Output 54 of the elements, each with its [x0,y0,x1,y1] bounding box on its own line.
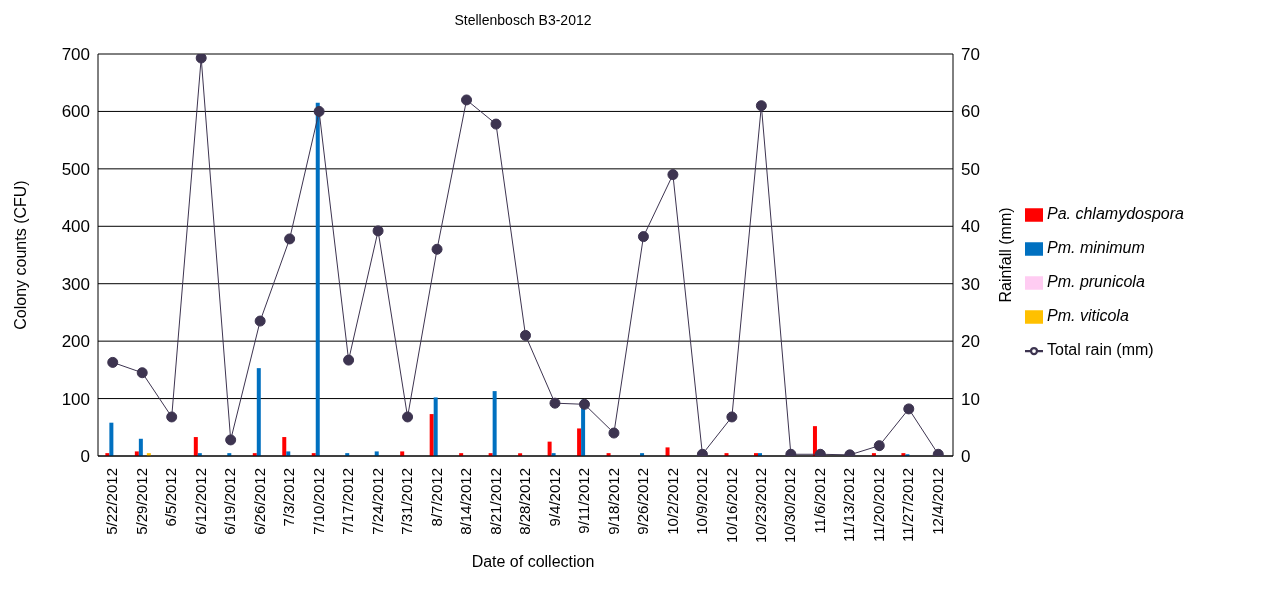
x-tick-label: 7/17/2012 [339,468,357,535]
x-tick-label: 10/2/2012 [663,468,681,535]
y2-tick-label: 70 [961,45,980,65]
y-tick-label: 700 [61,45,90,65]
y2-tick-label: 40 [961,217,980,237]
x-tick-label: 6/12/2012 [191,468,209,535]
x-tick-label: 11/27/2012 [899,468,917,542]
y-axis-title: Colony counts (CFU) [11,180,29,330]
legend-label: Pm. viticola [1047,307,1129,324]
chart-title: Stellenbosch B3-2012 [453,12,593,28]
x-tick-label: 10/23/2012 [752,468,770,544]
y-tick-label: 500 [61,159,90,179]
x-tick-label: 5/29/2012 [132,468,150,535]
y-tick-label: 200 [61,332,90,352]
x-tick-label: 6/26/2012 [250,468,268,535]
x-tick-label: 12/4/2012 [928,468,946,535]
legend-label: Total rain (mm) [1047,341,1154,358]
legend-label: Pm. prunicola [1047,273,1145,290]
y2-tick-label: 20 [961,332,980,352]
y2-tick-label: 50 [961,159,980,179]
x-tick-label: 10/9/2012 [693,468,711,535]
x-tick-label: 6/19/2012 [221,468,239,535]
x-tick-label: 11/20/2012 [869,468,887,542]
y-tick-label: 400 [61,217,90,237]
x-tick-label: 10/30/2012 [781,468,799,544]
x-tick-label: 7/3/2012 [280,468,298,527]
x-tick-label: 9/26/2012 [634,468,652,535]
x-tick-label: 8/28/2012 [516,468,534,535]
x-tick-label: 7/31/2012 [398,468,416,535]
x-tick-label: 6/5/2012 [162,468,180,527]
y2-axis-title: Rainfall (mm) [996,207,1014,303]
x-tick-label: 9/18/2012 [604,468,622,535]
x-tick-label: 8/7/2012 [427,468,445,527]
y2-tick-label: 30 [961,274,980,294]
x-axis-title: Date of collection [470,553,596,571]
legend-label: Pa. chlamydospora [1047,205,1184,222]
x-tick-label: 10/16/2012 [722,468,740,544]
legend-label: Pm. minimum [1047,239,1145,256]
y-tick-label: 300 [61,274,90,294]
x-tick-label: 8/21/2012 [486,468,504,535]
y-tick-label: 100 [61,389,90,409]
x-tick-label: 7/10/2012 [309,468,327,535]
x-tick-label: 11/6/2012 [810,468,828,534]
x-tick-label: 9/11/2012 [575,468,593,534]
y2-tick-label: 0 [961,447,971,467]
y2-tick-label: 10 [961,389,980,409]
x-tick-label: 8/14/2012 [457,468,475,535]
y-tick-label: 600 [61,102,90,122]
x-tick-label: 9/4/2012 [545,468,563,527]
x-tick-label: 7/24/2012 [368,468,386,535]
x-tick-label: 5/22/2012 [103,468,121,535]
y2-tick-label: 60 [961,102,980,122]
y-tick-label: 0 [80,447,90,467]
x-tick-label: 11/13/2012 [840,468,858,542]
